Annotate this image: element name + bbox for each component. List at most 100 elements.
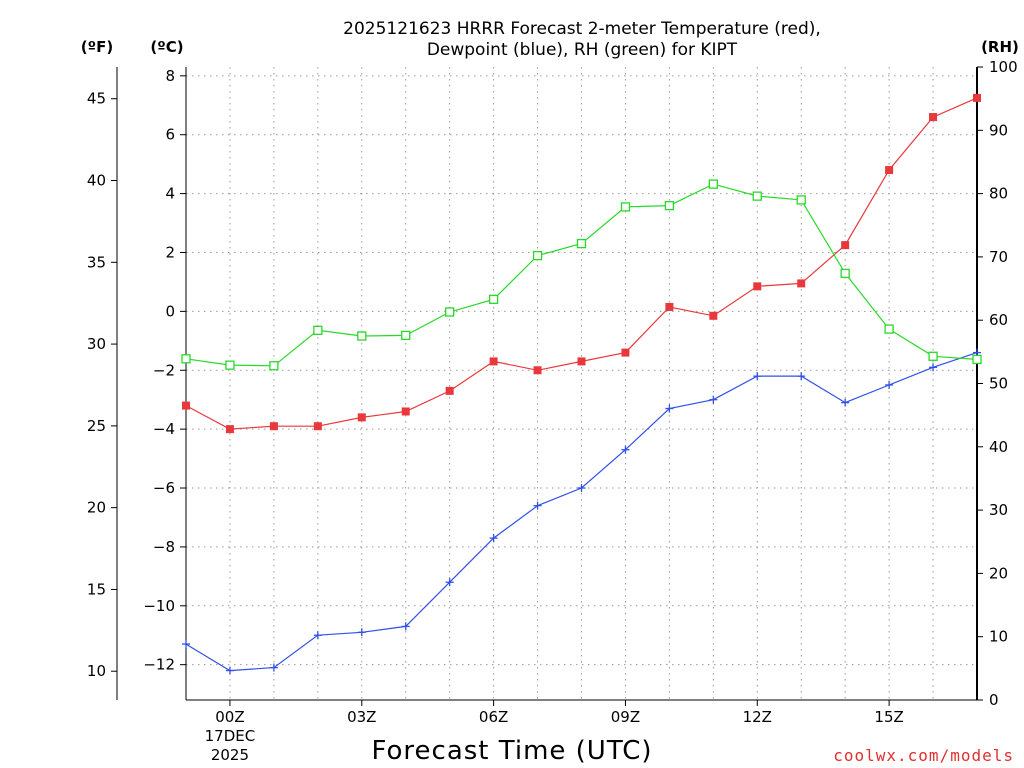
temperature-point	[797, 279, 806, 288]
grid-lines	[186, 67, 978, 700]
rh-tick-label: 90	[989, 121, 1008, 139]
rh-point	[488, 294, 499, 304]
x-tick-label: 2025	[211, 746, 249, 764]
temperature-point	[929, 113, 938, 122]
temperature-point	[753, 282, 762, 291]
dewpoint-point	[709, 395, 718, 404]
rh-point	[225, 360, 235, 370]
celsius-tick-label: 8	[165, 67, 175, 85]
rh-point	[532, 250, 543, 261]
dewpoint-point	[269, 663, 278, 672]
dewpoint-point	[929, 363, 938, 372]
rh-point	[181, 354, 191, 364]
dewpoint-point	[445, 578, 454, 587]
x-tick-label: 06Z	[479, 708, 508, 726]
rh-tick-label: 10	[989, 628, 1008, 646]
rh-point	[752, 191, 762, 201]
temperature-point	[885, 166, 894, 175]
x-tick-label: 17DEC	[205, 727, 256, 745]
rh-point	[401, 330, 411, 341]
rh-point	[313, 325, 323, 335]
fahrenheit-tick-label: 25	[87, 417, 106, 435]
rh-point	[972, 354, 982, 365]
credit-text: coolwx.com/models	[833, 746, 1014, 765]
celsius-tick-label: −12	[143, 656, 175, 674]
rh-point	[445, 307, 455, 317]
rh-point	[576, 238, 587, 249]
fahrenheit-unit-label: (ºF)	[81, 38, 113, 56]
temperature-point	[445, 386, 454, 395]
fahrenheit-tick-label: 40	[87, 172, 106, 190]
dewpoint-point	[577, 484, 586, 493]
celsius-tick-label: −6	[153, 479, 175, 497]
rh-point	[269, 361, 279, 371]
temperature-point	[621, 348, 630, 357]
celsius-unit-label: (ºC)	[150, 38, 183, 56]
rh-point	[840, 268, 850, 279]
rh-tick-label: 60	[989, 311, 1008, 329]
dewpoint-point	[841, 398, 850, 407]
dewpoint-point	[533, 501, 542, 510]
x-tick-label: 15Z	[874, 708, 903, 726]
rh-point	[708, 179, 718, 189]
temperature-point	[577, 357, 586, 366]
dewpoint-point	[357, 628, 366, 637]
celsius-tick-label: 4	[165, 185, 175, 203]
dewpoint-point	[621, 445, 630, 454]
rh-tick-label: 30	[989, 501, 1008, 519]
rh-tick-label: 50	[989, 375, 1008, 393]
x-tick-label: 09Z	[611, 708, 640, 726]
rh-tick-label: 40	[989, 438, 1008, 456]
dewpoint-point	[182, 640, 190, 649]
rh-point	[928, 351, 938, 361]
tick-labels: −12−10−8−6−4−202468101520253035404501020…	[87, 58, 1018, 764]
temperature-point	[665, 302, 674, 311]
fahrenheit-tick-label: 15	[87, 580, 106, 598]
data-series	[181, 93, 982, 675]
fahrenheit-tick-label: 30	[87, 335, 106, 353]
x-tick-label: 03Z	[347, 708, 376, 726]
temperature-point	[313, 422, 322, 431]
axes	[111, 66, 983, 706]
celsius-tick-label: −2	[153, 361, 175, 379]
fahrenheit-tick-label: 45	[87, 90, 106, 108]
dewpoint-point	[401, 622, 410, 631]
rh-unit-label: (RH)	[981, 38, 1019, 56]
rh-tick-label: 70	[989, 248, 1008, 266]
rh-tick-label: 80	[989, 185, 1008, 203]
fahrenheit-tick-label: 20	[87, 499, 106, 517]
rh-tick-label: 100	[989, 58, 1018, 76]
temperature-point	[401, 407, 410, 416]
temperature-point	[489, 357, 498, 366]
dewpoint-point	[797, 372, 806, 381]
dewpoint-point	[753, 372, 762, 381]
temperature-point	[533, 366, 542, 375]
celsius-tick-label: −10	[143, 597, 175, 615]
temperature-point	[357, 413, 366, 422]
rh-tick-label: 0	[989, 691, 999, 709]
rh-point	[796, 195, 806, 205]
chart-title-line-2: Dewpoint (blue), RH (green) for KIPT	[427, 40, 738, 60]
x-tick-label: 00Z	[215, 708, 244, 726]
temperature-point	[841, 241, 850, 250]
rh-point	[357, 331, 367, 341]
temperature-point	[973, 93, 981, 102]
fahrenheit-tick-label: 35	[87, 253, 106, 271]
rh-point	[664, 200, 675, 211]
rh-point	[620, 202, 631, 212]
celsius-tick-label: −4	[153, 420, 175, 438]
dewpoint-point	[489, 534, 498, 543]
dewpoint-point	[313, 631, 322, 640]
temperature-point	[269, 422, 278, 431]
rh-tick-label: 20	[989, 564, 1008, 582]
chart-title-line-1: 2025121623 HRRR Forecast 2-meter Tempera…	[343, 19, 821, 39]
celsius-tick-label: 2	[165, 243, 175, 261]
celsius-tick-label: 6	[165, 126, 175, 144]
x-axis-label: Forecast Time (UTC)	[371, 736, 652, 766]
fahrenheit-tick-label: 10	[87, 662, 106, 680]
dewpoint-point	[885, 380, 894, 389]
temperature-point	[182, 401, 190, 410]
temperature-point	[709, 311, 718, 320]
temperature-point	[225, 425, 234, 434]
